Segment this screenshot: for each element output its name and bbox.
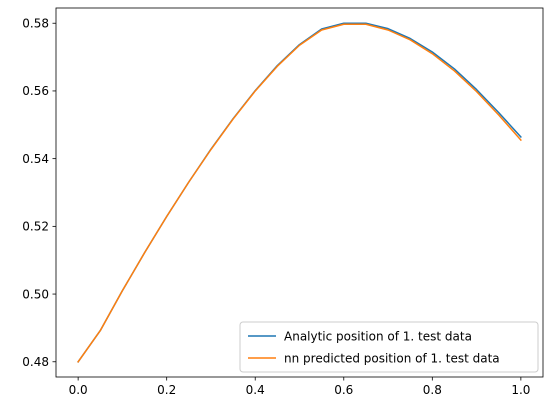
legend: Analytic position of 1. test data nn pred… [239,321,539,373]
series-line-2 [77,23,522,363]
y-tick-label: 0.48 [22,355,49,369]
y-tick-label: 0.56 [22,84,49,98]
series-line-1 [77,22,522,363]
y-axis: 0.48 0.50 0.52 0.54 0.56 0.58 [22,17,56,369]
axes-frame [55,7,544,378]
plot-area [77,22,522,363]
x-tick-label: 1.0 [511,383,530,397]
y-tick-label: 0.50 [22,287,49,301]
x-tick-label: 0.2 [157,383,176,397]
y-tick-label: 0.52 [22,220,49,234]
x-tick-label: 0.6 [334,383,353,397]
y-tick-label: 0.58 [22,17,49,31]
x-tick-label: 0.8 [423,383,442,397]
legend-box [239,321,539,373]
legend-label-2: nn predicted position of 1. test data [284,351,500,365]
y-tick-label: 0.54 [22,152,49,166]
x-tick-label: 0.4 [246,383,265,397]
x-tick-label: 0.0 [69,383,88,397]
legend-label-1: Analytic position of 1. test data [284,329,472,343]
x-axis: 0.0 0.2 0.4 0.6 0.8 1.0 [69,377,530,397]
